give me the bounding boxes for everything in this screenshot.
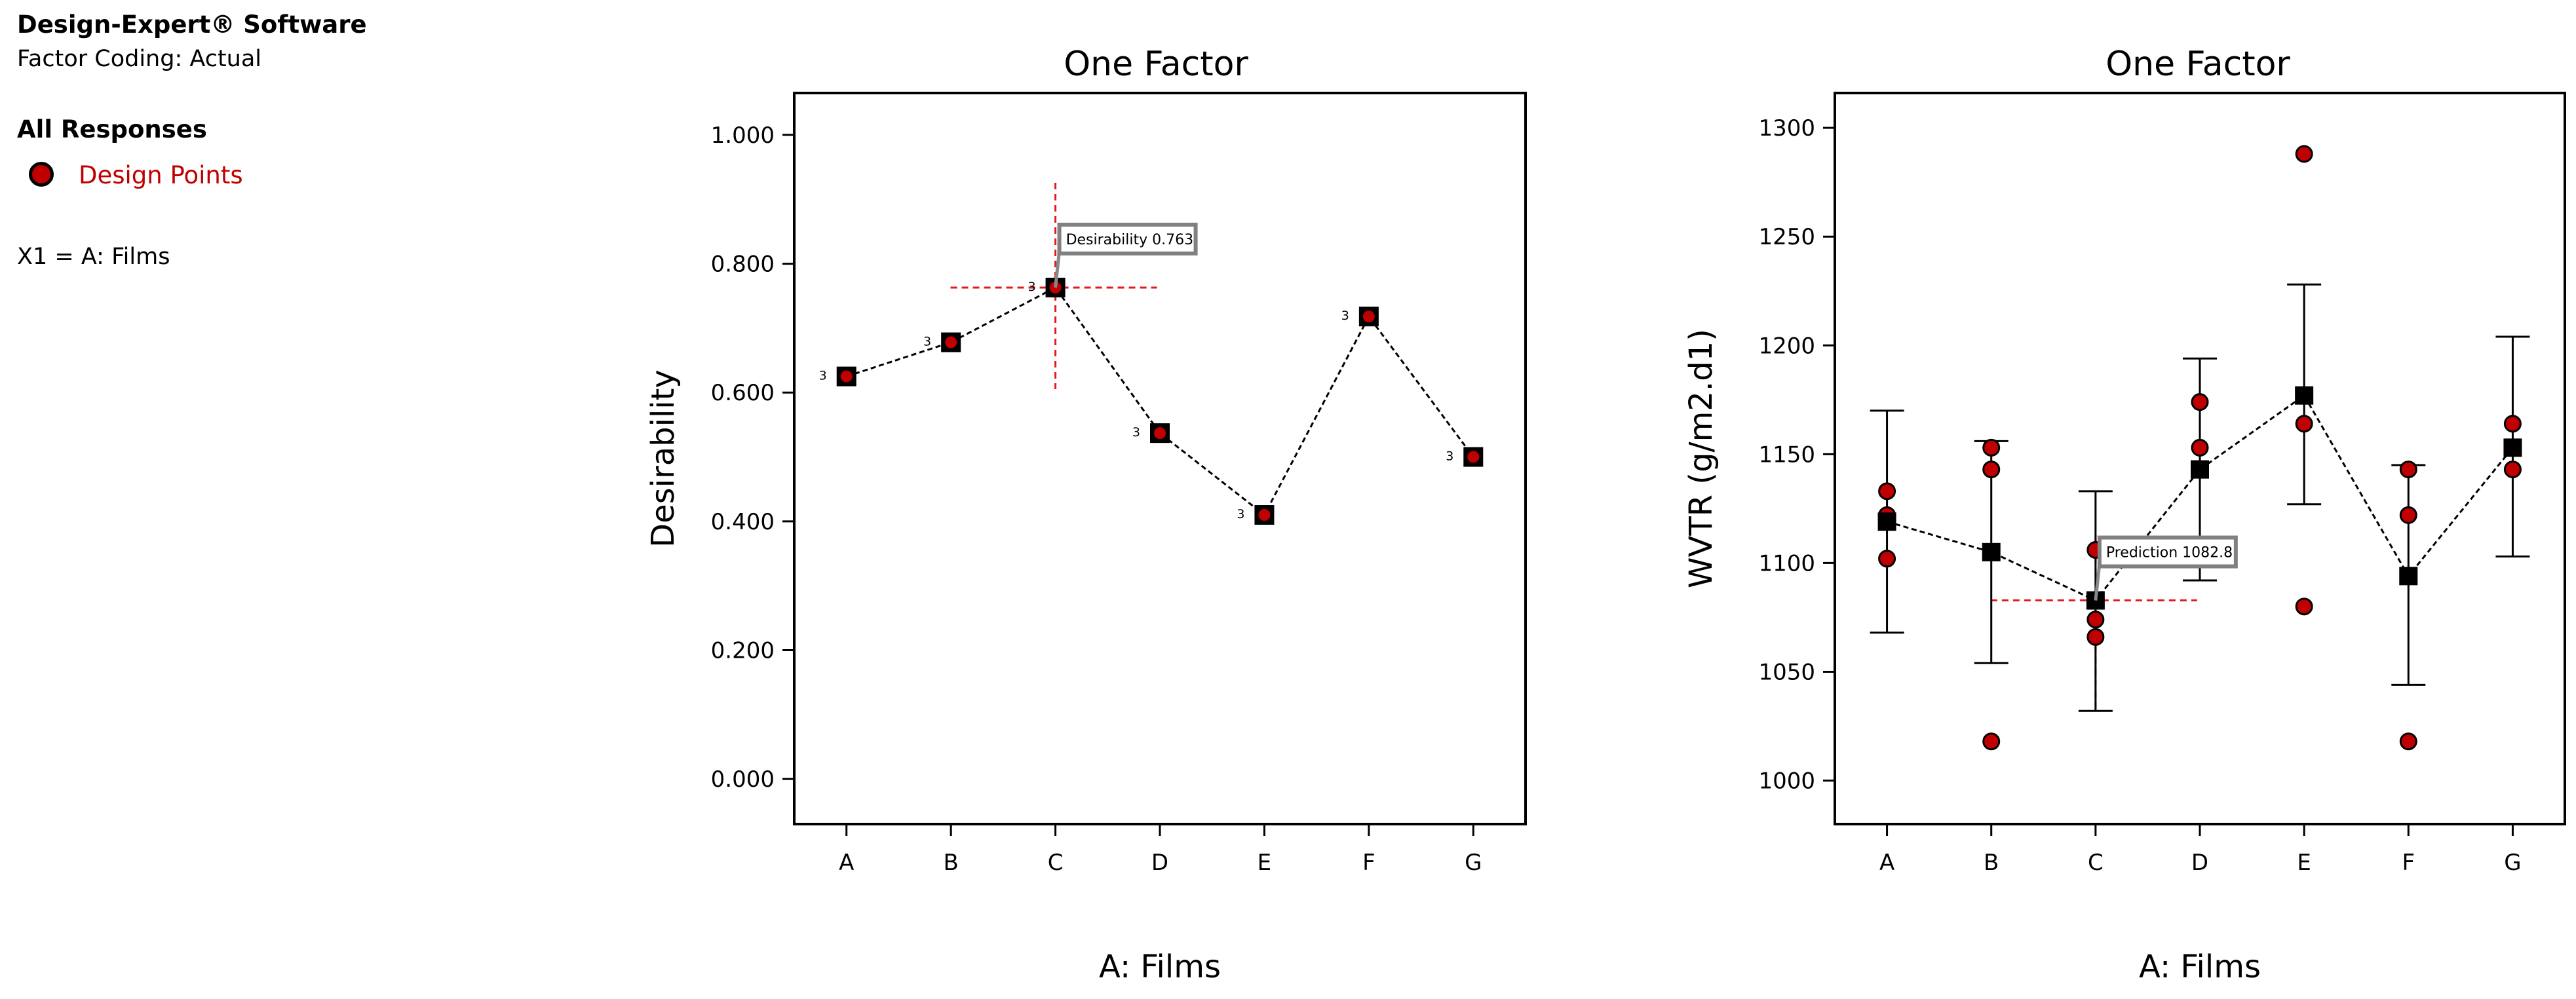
x-tick-label: E	[2297, 850, 2311, 876]
design-point	[1878, 550, 1896, 568]
x-tick-label: A	[1879, 850, 1894, 876]
legend-label: Design Points	[79, 161, 243, 189]
design-point	[1257, 508, 1272, 523]
y-tick-label: 1100	[1758, 550, 1815, 576]
design-point	[2399, 506, 2417, 524]
x-tick-label: E	[1258, 850, 1271, 876]
x-axis-label: A: Films	[2139, 949, 2261, 985]
x-tick-label: F	[1362, 850, 1375, 876]
y-tick-label: 1150	[1758, 442, 1815, 468]
point-count-label: 3	[923, 335, 931, 349]
prediction-marker	[2399, 567, 2418, 586]
mean-line	[846, 286, 1474, 517]
design-point	[2191, 438, 2209, 457]
x-axis-label: A: Films	[1099, 949, 1221, 985]
design-point	[1982, 732, 2001, 751]
y-tick-label: 0.000	[711, 766, 775, 793]
design-point	[1466, 449, 1481, 464]
software-title: Design-Expert® Software	[17, 10, 367, 39]
design-point	[2086, 628, 2105, 646]
plot-frame	[793, 92, 1527, 825]
y-tick-label: 0.400	[711, 509, 775, 535]
design-point	[839, 369, 854, 384]
y-axis-label: Desirability	[645, 369, 682, 548]
point-count-label: 3	[1028, 280, 1035, 294]
tooltip-text: Desirability 0.763	[1066, 232, 1194, 248]
design-point	[2295, 597, 2313, 616]
design-point	[2295, 415, 2313, 433]
factor-coding-label: Factor Coding: Actual	[17, 46, 262, 72]
design-point	[1361, 309, 1376, 324]
point-count-label: 3	[1341, 309, 1349, 323]
factor-definition: X1 = A: Films	[17, 244, 170, 270]
responses-heading: All Responses	[17, 115, 207, 143]
y-axis-label: WVTR (g/m2.d1)	[1683, 329, 1720, 588]
design-point	[2399, 461, 2417, 479]
design-point	[1982, 438, 2001, 457]
prediction-marker	[1982, 542, 2001, 561]
y-tick-label: 1000	[1758, 768, 1815, 795]
x-tick-label: B	[1984, 850, 1999, 876]
y-tick-label: 0.600	[711, 380, 775, 406]
x-tick-label: B	[943, 850, 958, 876]
y-tick-label: 1250	[1758, 224, 1815, 250]
y-tick-label: 1300	[1758, 115, 1815, 141]
point-count-label: 3	[819, 369, 827, 383]
design-point	[1878, 482, 1896, 500]
x-tick-label: D	[2191, 850, 2208, 876]
chart-title: One Factor	[1064, 45, 1248, 84]
tooltip-pointer	[1054, 250, 1062, 288]
tooltip-box	[2097, 535, 2238, 569]
x-tick-label: F	[2402, 850, 2415, 876]
point-count-label: 3	[1446, 449, 1453, 464]
tooltip-text: Prediction 1082.8	[2106, 545, 2233, 561]
prediction-marker	[2295, 386, 2314, 405]
design-point	[1153, 426, 1167, 441]
x-tick-label: A	[839, 850, 854, 876]
design-point	[1982, 461, 2001, 479]
prediction-marker	[2503, 438, 2522, 457]
chart-title: One Factor	[2105, 45, 2290, 84]
design-point	[2191, 393, 2209, 411]
tooltip-box	[1057, 222, 1198, 255]
point-count-label: 3	[1132, 425, 1140, 440]
y-tick-label: 1.000	[711, 123, 775, 149]
y-tick-label: 1050	[1758, 660, 1815, 686]
y-tick-label: 0.800	[711, 252, 775, 278]
design-point	[2503, 415, 2522, 433]
design-point	[944, 335, 959, 350]
design-point	[2503, 461, 2522, 479]
x-tick-label: D	[1151, 850, 1168, 876]
design-point-marker-icon	[29, 162, 54, 187]
y-tick-label: 0.200	[711, 638, 775, 664]
prediction-marker	[1877, 512, 1896, 531]
prediction-marker	[2191, 460, 2209, 479]
design-point	[2399, 732, 2417, 751]
x-tick-label: G	[2504, 850, 2521, 876]
x-tick-label: G	[1465, 850, 1482, 876]
design-point	[2295, 145, 2313, 163]
x-tick-label: C	[2088, 850, 2104, 876]
tooltip-pointer	[2094, 563, 2102, 601]
design-point	[2086, 611, 2105, 629]
y-tick-label: 1200	[1758, 333, 1815, 359]
x-tick-label: C	[1048, 850, 1064, 876]
point-count-label: 3	[1237, 507, 1244, 521]
